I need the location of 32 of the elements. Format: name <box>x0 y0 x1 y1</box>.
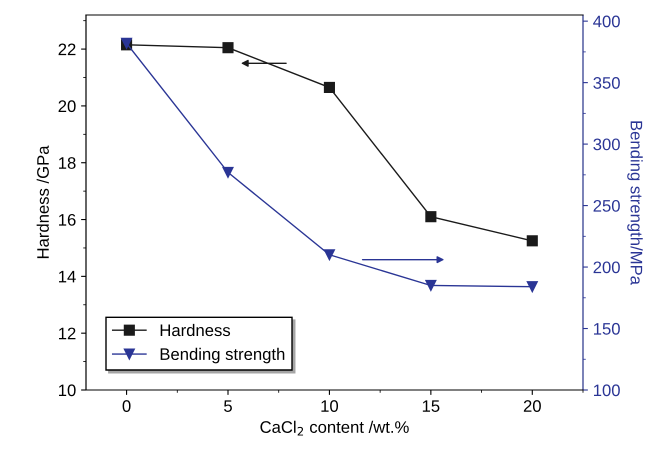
y2-tick-label: 300 <box>593 138 620 150</box>
point <box>222 42 234 54</box>
y-tick-label: 20 <box>58 100 76 112</box>
point <box>425 211 436 222</box>
y2-tick-label: 200 <box>594 261 620 274</box>
x-tick-label: 0 <box>122 400 131 412</box>
x-tick-label: 5 <box>224 400 232 412</box>
y-tick-label: 12 <box>59 328 76 340</box>
y2-tick-label: 250 <box>594 200 620 212</box>
y-tick-label: 18 <box>59 157 76 169</box>
y2-tick-label: 400 <box>593 16 620 28</box>
legend-label: Hardness <box>160 324 230 336</box>
y-tick-label: 10 <box>59 384 76 396</box>
legend-label: Bending strength <box>160 348 284 364</box>
point <box>526 235 538 246</box>
x-tick-label: 10 <box>321 400 338 412</box>
point <box>324 82 335 93</box>
point <box>222 166 234 178</box>
x-axis-title: CaCl$_{2}$ content /wt.% <box>260 420 409 436</box>
point <box>526 281 538 292</box>
y-tick-label: 22 <box>58 43 76 56</box>
y-tick-label: 14 <box>59 270 76 282</box>
y2-tick-label: 350 <box>593 77 620 89</box>
y2-tick-label: 150 <box>594 322 620 335</box>
x-tick-label: 20 <box>524 400 541 412</box>
point <box>324 249 335 260</box>
y-axis-title: Hardness /GPa <box>36 146 49 258</box>
point <box>425 280 436 292</box>
y-tick-label: 16 <box>59 214 76 226</box>
y2-axis-title: Bending strength/MPa <box>627 121 643 285</box>
x-tick-label: 15 <box>422 400 440 412</box>
y2-tick-label: 100 <box>594 384 620 396</box>
